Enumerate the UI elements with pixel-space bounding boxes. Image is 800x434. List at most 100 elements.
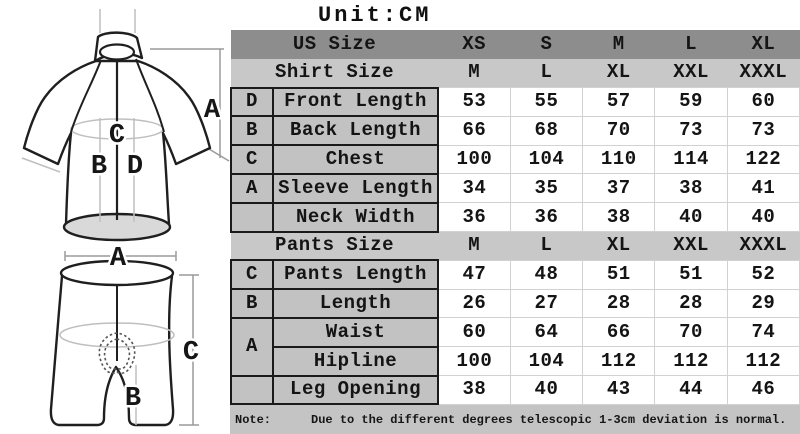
size-header-row: Shirt Size M L XL XXL XXXL	[231, 58, 800, 88]
measurement-name-cell: Pants Length	[271, 259, 440, 291]
measurement-value-cell: 110	[582, 144, 656, 175]
chamois-pad	[98, 332, 136, 374]
measurement-value-cell: 68	[509, 115, 584, 146]
measurement-value-cell: 122	[726, 144, 800, 175]
measurement-row: Leg Opening 38 40 43 44 46	[230, 374, 800, 406]
size-header-value: L	[510, 231, 583, 261]
diagram-letter-cell: D	[230, 86, 274, 118]
size-header-value: XXXL	[727, 231, 800, 261]
measurement-value-cell: 74	[726, 317, 800, 348]
measurement-row: C Chest 100 104 110 114 122	[230, 144, 800, 175]
measurement-value-cell: 112	[726, 346, 800, 377]
measurement-value-cell: 66	[582, 317, 656, 348]
measurement-value-cell: 26	[437, 288, 511, 319]
length-measure-line	[179, 274, 199, 426]
measurement-name-cell: Sleeve Length	[271, 172, 440, 204]
title-row: Unit:CM	[230, 0, 800, 30]
shorts-label-b: B	[125, 384, 141, 414]
measurement-value-cell: 48	[509, 259, 584, 290]
size-header-label: Shirt Size	[231, 58, 439, 88]
diagram-panel: C B D A	[0, 0, 230, 433]
size-header-value: M	[438, 231, 511, 261]
diagram-letter-cell: B	[230, 115, 274, 147]
measurement-value-cell: 104	[509, 346, 584, 377]
measurement-value-cell: 100	[437, 346, 511, 377]
measurement-value-cell: 35	[509, 173, 584, 204]
size-header-value: S	[510, 30, 583, 59]
measurement-value-cell: 28	[582, 288, 656, 319]
measurement-value-cell: 57	[582, 87, 656, 117]
shorts-label-c: C	[183, 338, 199, 368]
measurement-name-cell: Waist	[271, 316, 440, 348]
waist-measure-line	[64, 251, 177, 261]
note-text: Due to the different degrees telescopic …	[311, 412, 787, 427]
measurement-row: B Back Length 66 68 70 73 73	[230, 115, 800, 147]
measurement-value-cell: 73	[726, 115, 800, 146]
measurement-value-cell: 37	[582, 173, 656, 204]
measurement-value-cell: 40	[509, 375, 584, 405]
measurement-value-cell: 112	[654, 346, 728, 377]
measurement-value-cell: 66	[437, 115, 511, 146]
measurement-value-cell: 60	[726, 87, 800, 117]
measurement-row: A Sleeve Length 34 35 37 38 41	[230, 172, 800, 204]
measurement-value-cell: 41	[726, 173, 800, 204]
size-header-row: Pants Size M L XL XXL XXXL	[231, 231, 800, 261]
size-header-row: US Size XS S M L XL	[231, 30, 800, 59]
size-header-value: M	[582, 30, 655, 59]
measurement-value-cell: 38	[582, 202, 656, 233]
measurement-row: D Front Length 53 55 57 59 60	[230, 86, 800, 118]
measurement-value-cell: 51	[582, 259, 656, 290]
measurement-name-cell: Front Length	[271, 86, 440, 118]
shorts-label-a: A	[110, 244, 127, 274]
size-header-value: XXL	[654, 231, 728, 261]
size-header-value: XL	[582, 58, 655, 88]
measurement-value-cell: 60	[437, 317, 511, 348]
measurement-value-cell: 29	[726, 288, 800, 319]
diagram-letter-cell: A	[230, 316, 274, 377]
jersey-raglan-seams	[70, 58, 165, 133]
measurement-value-cell: 100	[437, 144, 511, 175]
measurement-value-cell: 70	[582, 115, 656, 146]
size-header-value: XL	[582, 231, 655, 261]
size-header-value: XXL	[654, 58, 728, 88]
measurement-name-cell: Hipline	[271, 345, 440, 377]
measurement-value-cell: 114	[654, 144, 728, 175]
shorts-outline	[49, 274, 175, 427]
size-header-value: XXXL	[727, 58, 800, 88]
size-chart-panel: Unit:CM US Size XS S M L XL Shirt Size M L XL XXL X…	[230, 0, 800, 434]
jersey-label-c: C	[109, 121, 125, 151]
measurement-value-cell: 38	[437, 375, 511, 405]
measurement-name-cell: Length	[271, 288, 440, 319]
diagram-letter-cell	[230, 201, 274, 233]
measurement-name-cell: Leg Opening	[271, 374, 440, 406]
size-header-label: Pants Size	[231, 231, 439, 261]
measurement-name-cell: Neck Width	[271, 201, 440, 233]
cycling-shorts-diagram: A C B	[49, 243, 202, 427]
measurement-value-cell: 43	[582, 375, 656, 405]
measurement-name-cell: Chest	[271, 144, 440, 175]
jersey-neck-opening	[98, 43, 136, 61]
size-header-value: M	[438, 58, 511, 88]
measurement-value-cell: 52	[726, 259, 800, 290]
size-table: US Size XS S M L XL Shirt Size M L XL XXL XXXL D Fron…	[230, 30, 800, 406]
size-header-label: US Size	[231, 30, 439, 59]
measurement-value-cell: 112	[582, 346, 656, 377]
measurement-value-cell: 36	[437, 202, 511, 233]
measurement-value-cell: 36	[509, 202, 584, 233]
measurement-value-cell: 46	[726, 375, 800, 405]
diagram-letter-cell: A	[230, 172, 274, 204]
measurement-value-cell: 55	[509, 87, 584, 117]
size-header-value: XS	[438, 30, 511, 59]
unit-title: Unit:CM	[318, 2, 432, 28]
measurement-row: A Waist 60 64 66 70 74	[230, 316, 800, 377]
measurement-value-cell: 59	[654, 87, 728, 117]
cycling-jersey-diagram: C B D A	[21, 9, 230, 242]
measurement-value-cell: 38	[654, 173, 728, 204]
jersey-label-b: B	[91, 152, 107, 182]
shorts-waistband	[59, 259, 175, 287]
diagram-letter-cell: C	[230, 144, 274, 175]
measurement-value-cell: 64	[509, 317, 584, 348]
measurement-value-cell: 104	[509, 144, 584, 175]
diagram-letter-cell: C	[230, 259, 274, 291]
